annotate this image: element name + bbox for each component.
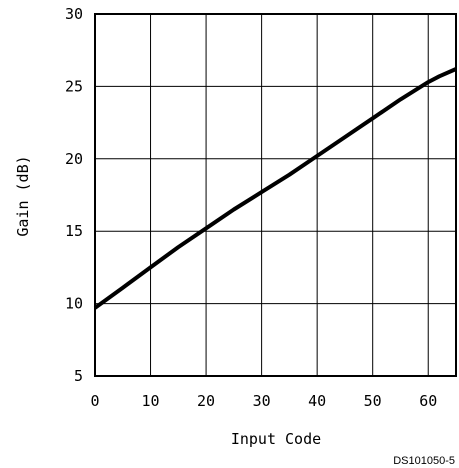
y-tick-label: 5 [74,367,83,385]
x-tick-label: 30 [253,392,271,410]
y-tick-label: 15 [65,222,83,240]
x-axis-label: Input Code [231,430,321,448]
plot-border [94,13,457,377]
plot-area [93,13,457,377]
grid [95,14,456,376]
y-axis-label: Gain (dB) [14,155,32,236]
y-tick-label: 30 [65,5,83,23]
y-tick-label: 10 [65,295,83,313]
series-line [93,67,457,310]
y-tick-label: 20 [65,150,83,168]
x-tick-labels: 0 10 20 30 40 50 60 [90,392,437,410]
x-tick-label: 50 [364,392,382,410]
x-tick-label: 20 [197,392,215,410]
y-tick-label: 25 [65,77,83,95]
y-tick-labels: 5 10 15 20 25 30 [65,5,83,385]
figure-id: DS101050-5 [393,455,455,467]
x-tick-label: 60 [419,392,437,410]
x-tick-label: 10 [142,392,160,410]
x-tick-label: 40 [308,392,326,410]
x-tick-label: 0 [90,392,99,410]
